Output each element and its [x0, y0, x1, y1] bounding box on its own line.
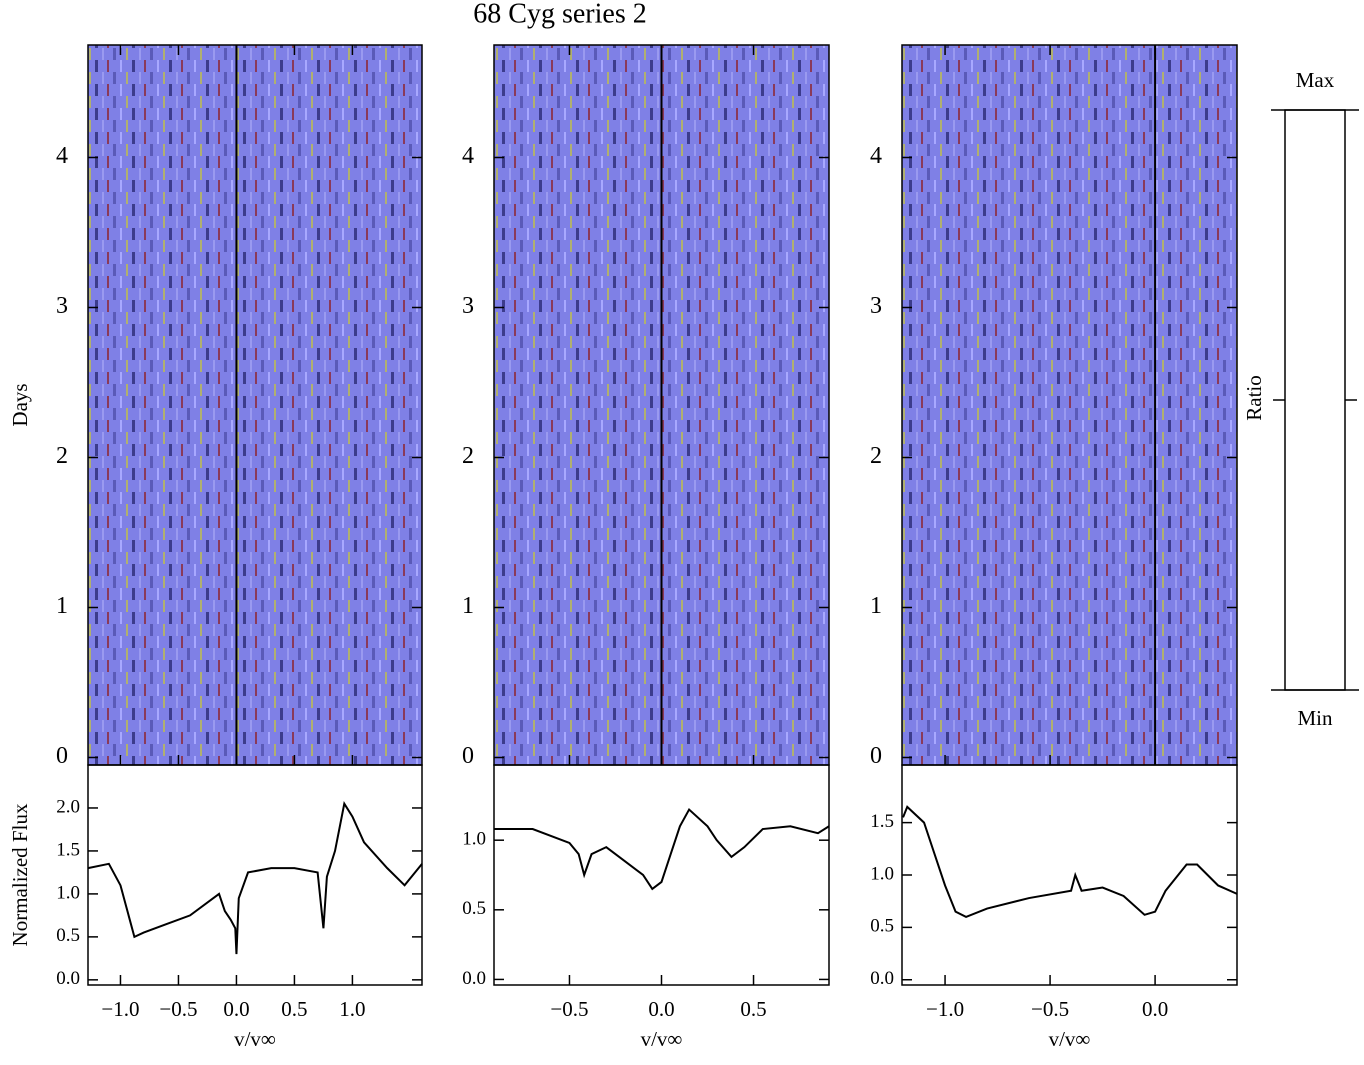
colorbar-min: Min	[1297, 706, 1333, 730]
y-tick-label: 0.5	[56, 925, 80, 946]
flux-profile	[87, 801, 423, 955]
y-tick-label: 0.0	[462, 968, 486, 989]
x-axis-label: v/v∞	[1049, 1027, 1091, 1051]
x-tick-label: 0.0	[1142, 997, 1168, 1021]
y-tick-label: 0	[56, 743, 68, 769]
y-tick-label: 2	[462, 443, 474, 469]
colorbar	[1284, 109, 1346, 691]
flux-profile	[494, 807, 830, 891]
x-tick-label: 0.5	[281, 997, 307, 1021]
y-tick-label: 1.0	[870, 863, 894, 884]
y-tick-label: 1.5	[56, 839, 80, 860]
x-tick-label: 1.0	[339, 997, 365, 1021]
frame	[493, 764, 830, 986]
y-tick-label: 3	[870, 293, 882, 319]
colorbar-max: Max	[1296, 68, 1335, 92]
x-tick-label: −1.0	[101, 997, 139, 1021]
x-axis-label: v/v∞	[234, 1027, 276, 1051]
y-tick-label: 3	[56, 293, 68, 319]
x-tick-label: −1.0	[926, 997, 964, 1021]
y-tick-label: 1.0	[56, 882, 80, 903]
x-tick-label: −0.5	[159, 997, 197, 1021]
y-tick-label: 4	[870, 143, 882, 169]
colorbar-label: Ratio	[1242, 375, 1266, 421]
y-tick-label: 0	[870, 743, 882, 769]
frame	[87, 764, 423, 986]
flux-profile	[902, 805, 1238, 918]
x-tick-label: 0.0	[648, 997, 674, 1021]
y-tick-label: 2.0	[56, 796, 80, 817]
y-tick-label: 0.0	[870, 968, 894, 989]
y-tick-label: 0	[462, 743, 474, 769]
x-tick-label: 0.0	[223, 997, 249, 1021]
dynamic-spectrum	[902, 45, 1237, 765]
y-tick-label: 2	[56, 443, 68, 469]
y-tick-label: 1	[56, 593, 68, 619]
y-tick-label: 4	[462, 143, 474, 169]
y-tick-label: 0.0	[56, 968, 80, 989]
x-tick-label: −0.5	[550, 997, 588, 1021]
frame	[901, 764, 1238, 986]
x-axis-label: v/v∞	[641, 1027, 683, 1051]
y-tick-label: 1.0	[462, 829, 486, 850]
y-axis-label: Normalized Flux	[8, 803, 32, 946]
y-tick-label: 0.5	[870, 916, 894, 937]
y-tick-label: 4	[56, 143, 68, 169]
y-tick-label: 2	[870, 443, 882, 469]
figure-title: 68 Cyg series 2	[473, 0, 646, 29]
y-axis-label: Days	[8, 383, 32, 426]
y-tick-label: 3	[462, 293, 474, 319]
x-tick-label: 0.5	[740, 997, 766, 1021]
dynamic-spectrum	[88, 45, 422, 765]
y-tick-label: 1.5	[870, 811, 894, 832]
y-tick-label: 0.5	[462, 898, 486, 919]
y-tick-label: 1	[870, 593, 882, 619]
x-tick-label: −0.5	[1031, 997, 1069, 1021]
y-tick-label: 1	[462, 593, 474, 619]
